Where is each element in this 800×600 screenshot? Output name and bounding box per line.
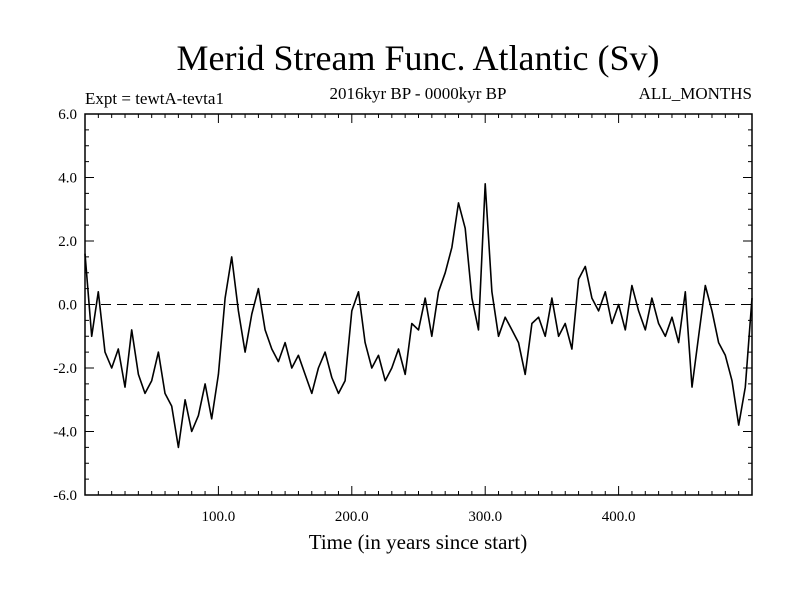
- y-tick-label: 6.0: [58, 107, 77, 123]
- y-tick-label: -6.0: [53, 488, 77, 504]
- x-tick-label: 300.0: [468, 509, 502, 525]
- y-tick-label: -2.0: [53, 361, 77, 377]
- x-tick-label: 400.0: [602, 509, 636, 525]
- months-label: ALL_MONTHS: [639, 84, 752, 103]
- y-axis-ticks: 6.0 4.0 2.0 0.0 -2.0 -4.0 -6.0: [53, 107, 752, 504]
- experiment-label: Expt = tewtA-tevta1: [85, 89, 224, 108]
- plot-frame: [84, 113, 753, 496]
- y-tick-label: -4.0: [53, 425, 77, 441]
- chart-title: Merid Stream Func. Atlantic (Sv): [177, 38, 660, 78]
- y-tick-label: 4.0: [58, 171, 77, 187]
- x-axis-label: Time (in years since start): [309, 530, 528, 554]
- series-line: [84, 183, 753, 449]
- x-tick-label: 200.0: [335, 509, 369, 525]
- x-tick-label: 100.0: [202, 509, 236, 525]
- x-axis-ticks: 100.0 200.0 300.0 400.0: [84, 114, 753, 525]
- y-tick-label: 0.0: [58, 298, 77, 314]
- period-label: 2016kyr BP - 0000kyr BP: [330, 84, 507, 103]
- y-tick-label: 2.0: [58, 234, 77, 250]
